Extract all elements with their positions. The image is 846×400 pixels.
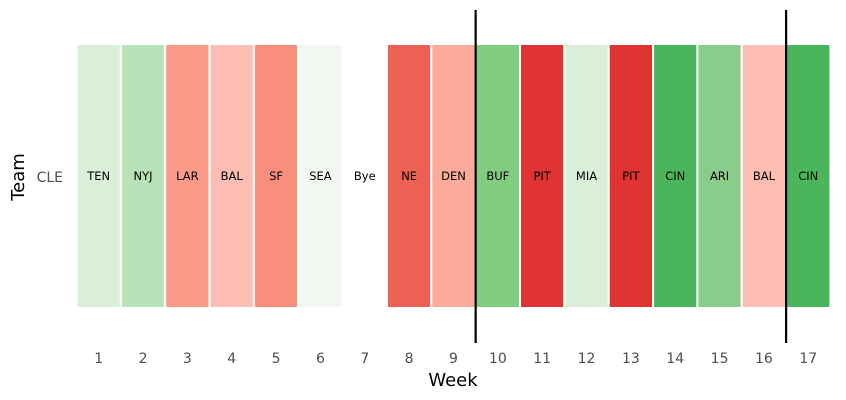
cell-label-week-14: CIN — [665, 169, 685, 183]
x-tick-week-4: 4 — [227, 351, 236, 367]
cell-label-week-3: LAR — [176, 169, 199, 183]
x-tick-week-14: 14 — [666, 351, 684, 367]
x-tick-week-6: 6 — [316, 351, 325, 367]
x-tick-week-9: 9 — [449, 351, 458, 367]
x-tick-week-17: 17 — [799, 351, 817, 367]
cell-label-week-15: ARI — [710, 169, 729, 183]
x-tick-week-8: 8 — [405, 351, 414, 367]
cell-label-week-17: CIN — [798, 169, 818, 183]
x-axis-label: Week — [428, 370, 478, 391]
x-tick-week-11: 11 — [533, 351, 551, 367]
y-axis-label: Team — [8, 153, 29, 202]
x-tick-week-15: 15 — [711, 351, 729, 367]
cell-label-week-4: BAL — [221, 169, 244, 183]
x-tick-week-10: 10 — [489, 351, 507, 367]
heatmap-cells — [75, 43, 832, 309]
cell-label-week-7: Bye — [354, 169, 376, 183]
cell-labels: TEN NYJ LAR BAL SF SEA Bye NE DEN BUF PIT MIA PIT CIN… — [86, 169, 818, 183]
cell-label-week-5: SF — [269, 169, 283, 183]
x-tick-labels: 1 2 3 4 5 6 7 8 9 10 11 12 13 14 15 16 17 — [94, 351, 817, 367]
cell-week-1 — [75, 43, 122, 309]
cell-week-3 — [164, 43, 211, 309]
y-tick-label-cle: CLE — [37, 170, 63, 186]
cell-week-5 — [252, 43, 300, 309]
x-tick-week-2: 2 — [139, 351, 148, 367]
cell-week-13 — [607, 43, 655, 309]
x-tick-week-16: 16 — [755, 351, 773, 367]
cell-label-week-2: NYJ — [134, 169, 153, 183]
x-tick-week-3: 3 — [183, 351, 192, 367]
cell-label-week-1: TEN — [86, 169, 110, 183]
cell-week-9 — [430, 43, 477, 309]
cell-week-14 — [652, 43, 699, 309]
divider-lines — [474, 10, 788, 343]
cell-label-week-16: BAL — [753, 169, 776, 183]
x-tick-week-13: 13 — [622, 351, 640, 367]
cell-week-12 — [563, 43, 610, 309]
cell-label-week-9: DEN — [441, 169, 466, 183]
cell-label-week-10: BUF — [486, 169, 509, 183]
cell-week-16 — [740, 43, 788, 309]
x-tick-week-7: 7 — [360, 351, 369, 367]
x-tick-week-5: 5 — [272, 351, 281, 367]
cell-label-week-11: PIT — [533, 169, 551, 183]
cell-week-8 — [385, 43, 433, 309]
cell-week-10 — [474, 43, 521, 309]
cell-week-7 — [341, 43, 388, 309]
x-tick-week-1: 1 — [94, 351, 103, 367]
cell-label-week-13: PIT — [622, 169, 640, 183]
cell-label-week-6: SEA — [309, 169, 332, 183]
x-tick-week-12: 12 — [578, 351, 596, 367]
cell-label-week-12: MIA — [576, 169, 597, 183]
cell-label-week-8: NE — [401, 169, 417, 183]
cell-week-2 — [119, 43, 167, 309]
cell-week-6 — [297, 43, 344, 309]
